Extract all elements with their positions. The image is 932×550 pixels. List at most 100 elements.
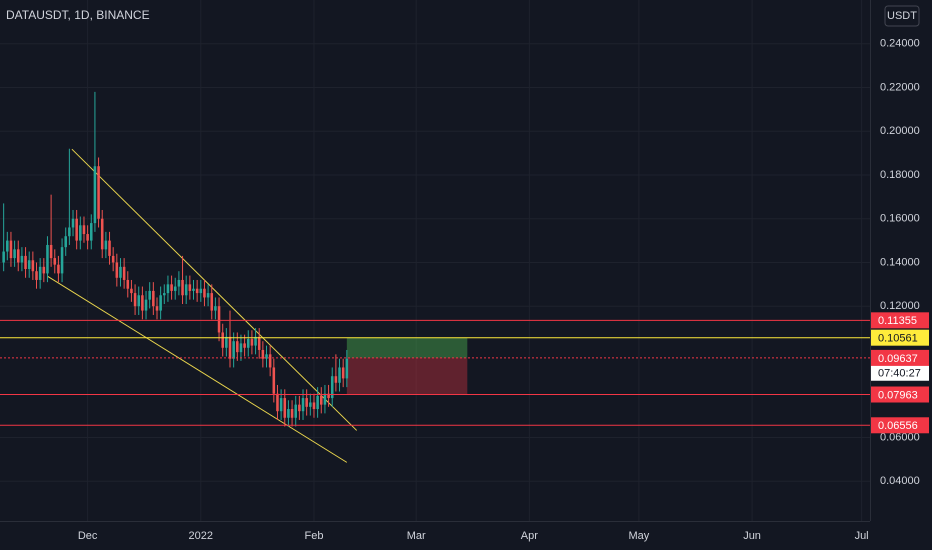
candle-body [122,266,126,280]
candle-body [46,244,49,274]
candle-body [330,376,334,399]
candle-body [49,244,53,259]
currency-label[interactable]: USDT [887,10,917,22]
candle-body [294,404,297,418]
candle-body [298,404,301,412]
price-level-badge [871,349,929,366]
candle-body [38,266,42,280]
candle-body [71,218,75,228]
candle-body [254,336,257,346]
trendline [47,276,348,463]
candle-body [199,288,203,294]
y-tick-label: 0.20000 [880,125,920,137]
candle-body [181,279,184,296]
candle-body [257,336,261,350]
candle-body [111,255,115,263]
candle-body [79,225,82,241]
candle-body [287,409,290,418]
candle-body [338,367,341,383]
candle-body [246,339,250,348]
currency-button[interactable] [884,5,920,27]
x-tick-label: May [629,530,650,542]
candle-body [16,249,20,263]
candle-body [323,393,327,405]
y-tick-label: 0.12000 [880,300,920,312]
x-tick-label: Apr [521,530,538,542]
chart-title: DATAUSDT, 1D, BINANCE [6,8,150,22]
candle-body [166,284,170,294]
price-level-badge [871,386,929,403]
candle-body [27,260,31,270]
candle-body [283,398,287,418]
candle-body [126,279,130,289]
candle-body [236,341,239,353]
candle-body [24,255,27,270]
candle-body [119,266,122,278]
stop-zone [346,357,468,395]
candle-body [316,395,319,410]
x-tick-label: Dec [78,530,98,542]
candle-body [93,166,97,224]
candle-body [137,295,141,307]
target-zone [346,337,468,358]
candle-body [144,299,148,311]
candle-body [141,295,144,311]
candle-body [108,240,111,256]
candle-body [250,339,254,346]
y-tick-label: 0.18000 [880,169,920,181]
x-tick-label: Jul [855,530,869,542]
candle-body [115,262,119,278]
candle-body [345,358,349,379]
candle-body [301,398,305,412]
candle-body [206,293,210,298]
candle-body [57,264,60,274]
candle-body [228,336,232,359]
candle-body [221,332,224,348]
price-level-badge [871,312,929,329]
candle-body [53,258,57,265]
candle-body [309,402,312,407]
x-tick-label: Feb [304,530,323,542]
candle-body [148,290,151,300]
candle-body [97,166,100,219]
y-tick-label: 0.06000 [880,431,920,443]
candle-body [86,234,89,241]
y-tick-label: 0.24000 [880,38,920,50]
price-level-label: 0.10561 [878,333,918,345]
candle-body [159,295,162,311]
price-level-badge [871,417,929,434]
candle-body [20,255,24,263]
candle-body [104,240,108,250]
candle-body [319,395,323,405]
y-tick-label: 0.04000 [880,475,920,487]
candle-body [290,409,294,418]
candle-body [334,376,338,383]
candle-body [203,288,206,298]
candle-body [272,367,276,394]
candle-body [35,271,38,280]
candle-body [68,227,71,237]
candle-body [276,393,279,412]
candle-body [232,341,235,359]
price-level-label: 0.07963 [878,389,918,401]
candle-body [170,284,173,291]
candle-body [173,286,177,291]
candle-body [9,240,13,259]
candle-body [184,284,188,296]
x-tick-label: Mar [407,530,426,542]
candle-body [13,249,16,259]
candle-body [225,336,228,348]
candle-body [188,284,192,291]
price-level-label: 0.09637 [878,353,918,365]
candle-body [155,306,159,311]
candle-body [163,293,166,296]
candle-body [42,266,46,274]
price-level-label: 0.06556 [878,420,918,432]
candle-body [243,343,246,348]
candle-body [195,288,199,294]
candle-body [192,288,195,291]
trendline [71,148,358,431]
candle-body [312,402,316,410]
